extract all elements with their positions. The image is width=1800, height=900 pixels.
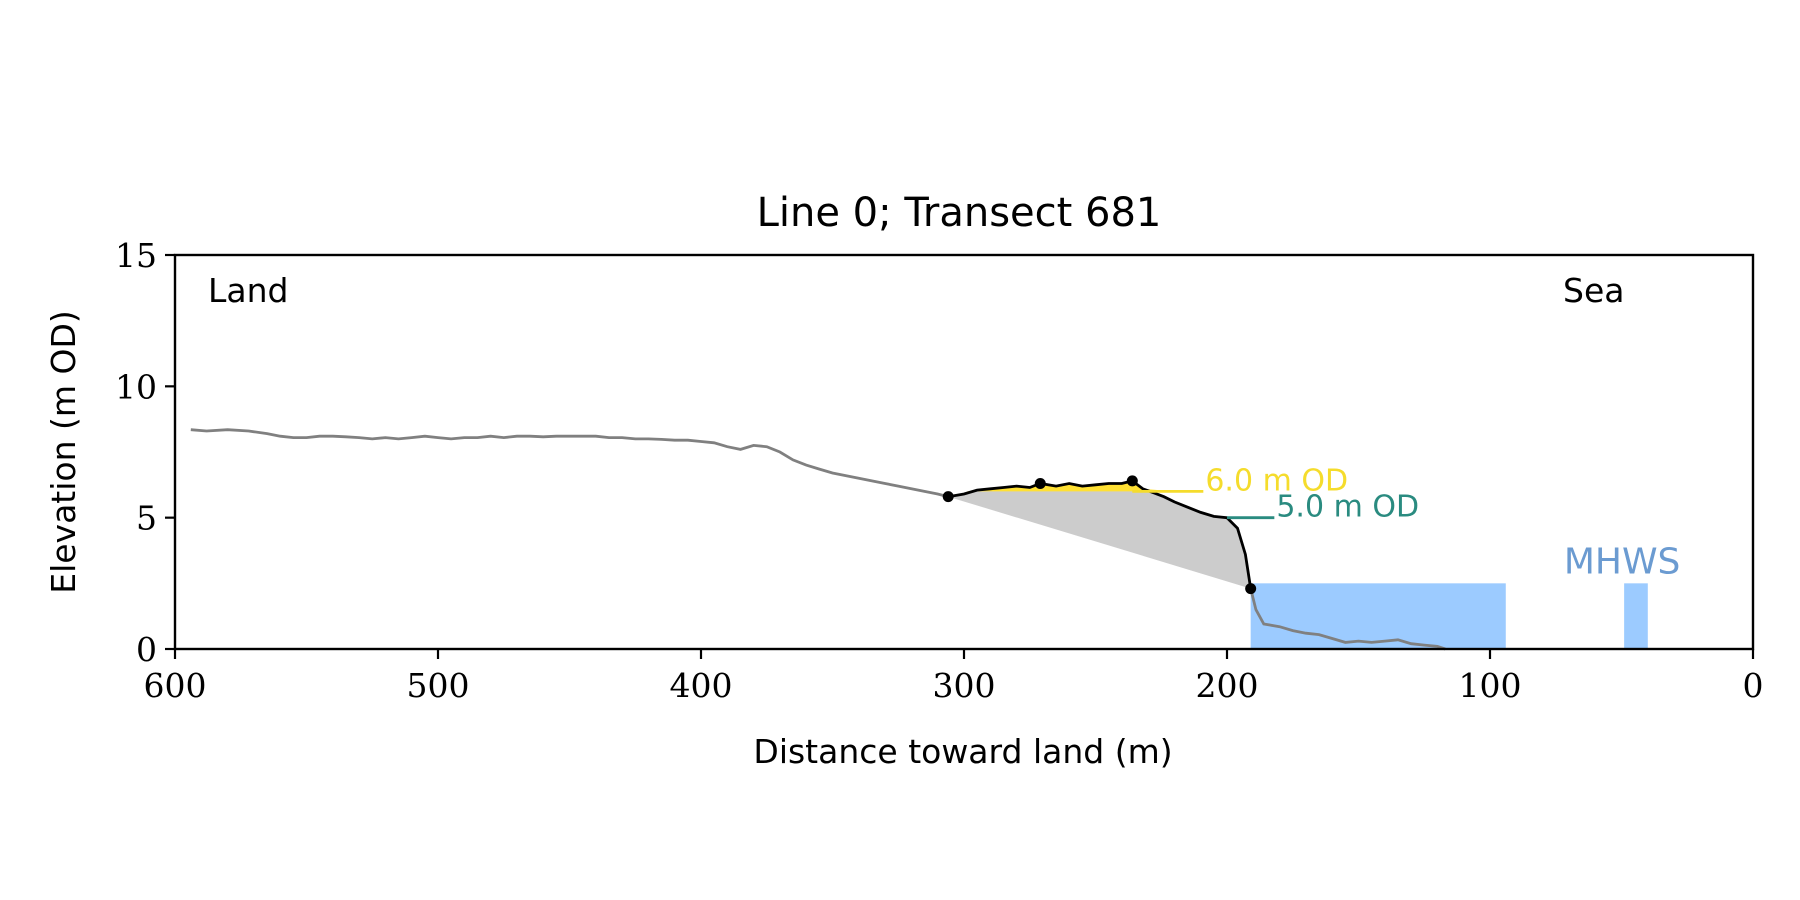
x-tick-label: 400 bbox=[670, 666, 733, 705]
x-axis: 600 500 400 300 200 100 0 bbox=[144, 649, 1764, 705]
dune-volume-area bbox=[948, 480, 1251, 589]
x-axis-label: Distance toward land (m) bbox=[753, 732, 1172, 771]
mhws-label: MHWS bbox=[1564, 541, 1681, 582]
land-label: Land bbox=[208, 271, 288, 310]
x-tick-label: 100 bbox=[1459, 666, 1522, 705]
x-tick-label: 0 bbox=[1743, 666, 1764, 705]
profile-line bbox=[190, 428, 949, 499]
plot-marks: MHWS 6.0 m OD5.0 m OD bbox=[190, 428, 1681, 651]
dune-line bbox=[947, 479, 1253, 589]
x-tick-label: 500 bbox=[407, 666, 470, 705]
level-label-5: 5.0 m OD bbox=[1276, 490, 1419, 525]
y-tick-label: 0 bbox=[136, 630, 157, 669]
nearshore-line bbox=[1249, 588, 1446, 651]
dune-point bbox=[1245, 583, 1257, 595]
x-tick-label: 600 bbox=[144, 666, 207, 705]
dune-point bbox=[1034, 478, 1046, 490]
y-axis-label: Elevation (m OD) bbox=[44, 310, 83, 594]
y-axis: 0 5 10 15 bbox=[115, 236, 175, 669]
plot-frame bbox=[173, 253, 1755, 651]
y-tick-label: 5 bbox=[136, 499, 157, 538]
dune-point bbox=[1126, 475, 1138, 487]
level-label-6: 6.0 m OD bbox=[1205, 463, 1348, 498]
x-tick-label: 300 bbox=[933, 666, 996, 705]
sea-label: Sea bbox=[1563, 271, 1624, 310]
x-tick-label: 200 bbox=[1196, 666, 1259, 705]
mhws-band bbox=[1250, 583, 1506, 649]
y-tick-label: 15 bbox=[115, 236, 157, 275]
dune-point bbox=[942, 491, 954, 503]
y-tick-label: 10 bbox=[115, 367, 157, 406]
chart-title: Line 0; Transect 681 bbox=[757, 190, 1162, 236]
mhws-marker bbox=[1624, 583, 1648, 649]
